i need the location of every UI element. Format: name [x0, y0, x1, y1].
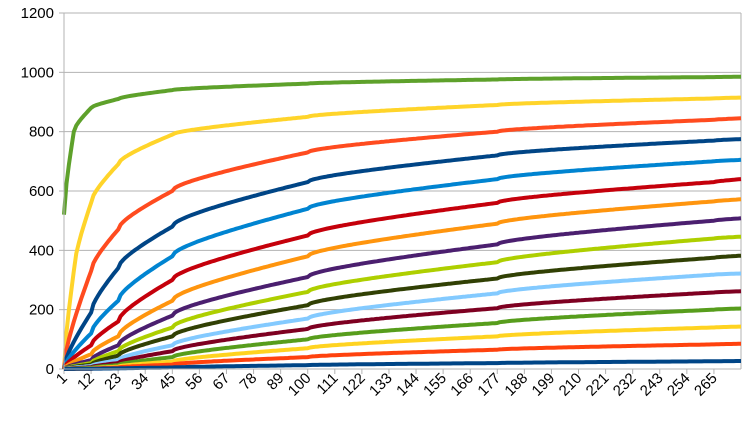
x-tick-label: 78 [237, 370, 261, 394]
x-tick-label: 133 [366, 370, 396, 400]
y-tick-label: 800 [29, 124, 54, 141]
x-tick-label: 56 [182, 370, 206, 394]
x-tick-label: 67 [209, 370, 233, 394]
x-tick-label: 221 [583, 370, 613, 400]
x-tick-label: 265 [691, 370, 721, 400]
y-tick-label: 1000 [21, 64, 54, 81]
y-tick-label: 600 [29, 183, 54, 200]
x-tick-label: 199 [529, 370, 559, 400]
y-tick-label: 0 [46, 361, 54, 378]
y-tick-label: 400 [29, 242, 54, 259]
series-line-16 [63, 359, 741, 371]
x-tick-label: 34 [128, 370, 152, 394]
x-tick-label: 45 [155, 370, 179, 394]
x-tick-label: 177 [474, 370, 504, 400]
series-line-5 [62, 157, 742, 370]
series-line-14 [63, 324, 741, 371]
x-tick-label: 12 [74, 370, 98, 394]
series-line-7 [62, 197, 742, 371]
series-line-3 [62, 116, 742, 370]
series-line-4 [62, 137, 742, 370]
y-tick-label: 200 [29, 302, 54, 319]
series-line-10 [63, 253, 742, 371]
x-tick-label: 188 [501, 370, 531, 400]
x-tick-label: 100 [285, 370, 315, 400]
y-axis-tick-labels: 0 200 400 600 800 1000 1200 [21, 5, 54, 378]
series-line-6 [62, 177, 742, 370]
x-tick-label: 1 [53, 370, 71, 388]
x-tick-label: 144 [393, 370, 423, 400]
x-tick-label: 210 [556, 370, 586, 400]
series-line-9 [63, 234, 742, 371]
series-line-13 [63, 306, 742, 371]
x-tick-label: 155 [420, 370, 450, 400]
y-tick-label: 1200 [21, 5, 54, 22]
series-line-1 [62, 74, 741, 215]
x-tick-label: 254 [664, 370, 694, 400]
series-line-11 [63, 271, 742, 371]
x-tick-label: 232 [610, 370, 640, 400]
series-line-8 [62, 216, 742, 371]
x-tick-label: 166 [447, 370, 477, 400]
x-tick-label: 89 [264, 370, 288, 394]
x-tick-label: 243 [637, 370, 667, 400]
series-line-2 [62, 95, 741, 370]
x-tick-label: 111 [313, 370, 341, 398]
x-axis-tick-labels: 1 12 23 34 45 56 67 78 8910011112213314415516617… [53, 369, 721, 400]
x-tick-label: 122 [339, 370, 369, 400]
series-line-12 [63, 289, 742, 371]
series-lines [62, 74, 742, 371]
x-tick-label: 23 [101, 370, 125, 394]
series-line-15 [63, 341, 741, 371]
